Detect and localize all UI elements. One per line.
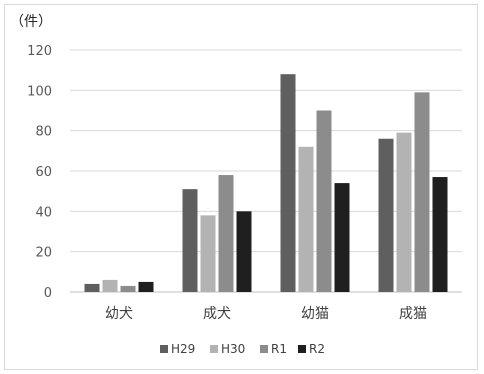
bar-H29-成猫 [378,138,394,292]
y-tick-label: 20 [35,246,52,261]
y-tick-labels: 0 20 40 60 80 100 120 [27,44,52,301]
bar-R2-成猫 [432,177,448,292]
legend-swatch [160,345,168,353]
y-tick-label: 0 [44,286,52,301]
bar-H30-幼犬 [102,279,118,292]
y-tick-label: 60 [35,165,52,180]
y-tick-label: 100 [27,84,52,99]
legend-label: H30 [221,342,245,356]
bar-R1-幼猫 [316,110,332,292]
bar-R2-成犬 [236,211,252,292]
y-tick-label: 40 [35,205,52,220]
y-tick-label: 120 [27,44,52,59]
bar-R1-成犬 [218,175,234,292]
bar-H29-幼犬 [84,283,100,292]
y-tick-label: 80 [35,125,52,140]
bars [84,74,448,292]
legend-label: R2 [309,342,325,356]
legend-label: H29 [171,342,195,356]
bar-R2-幼猫 [334,183,350,292]
bar-R1-幼犬 [120,285,136,292]
legend-label: R1 [271,342,287,356]
legend-swatch [260,345,268,353]
bar-H30-成犬 [200,215,216,292]
legend-swatch [210,345,218,353]
legend-item: R1 [260,342,287,356]
category-label: 成猫 [399,306,427,322]
legend-swatch [298,345,306,353]
bar-H29-成犬 [182,189,198,292]
category-labels: 幼犬 成犬 幼猫 成猫 [105,306,427,322]
category-label: 幼猫 [301,306,329,322]
legend-item: H30 [210,342,245,356]
legend-item: H29 [160,342,195,356]
bar-H29-幼猫 [280,74,296,292]
bar-H30-成猫 [396,132,412,292]
legend-item: R2 [298,342,325,356]
legend: H29 H30 R1 R2 [160,342,325,356]
bar-H30-幼猫 [298,146,314,292]
category-label: 成犬 [203,306,231,322]
y-unit-label: （件） [10,14,52,30]
bar-R1-成猫 [414,92,430,292]
bar-R2-幼犬 [138,281,154,292]
category-label: 幼犬 [105,306,133,322]
